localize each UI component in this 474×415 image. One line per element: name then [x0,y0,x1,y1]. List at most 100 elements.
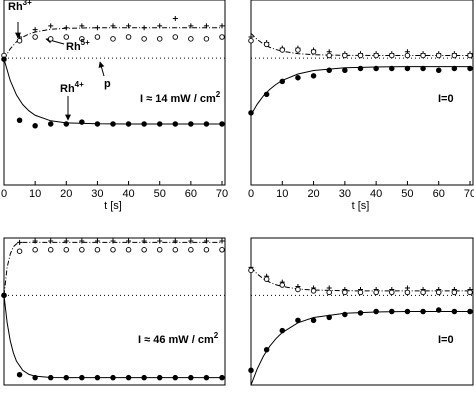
annotation-text: p [104,78,111,90]
open-circle-marker [357,289,364,296]
filled-circle-marker [279,327,286,334]
open-circle-marker [263,276,270,282]
plus-marker [63,238,69,244]
filled-circle-marker [47,121,54,127]
open-circle-marker [203,247,210,253]
filled-circle-marker [94,121,101,127]
plus-marker [157,238,163,244]
annotation-text: Rh [66,41,81,53]
annotation: I ≈ 46 mW / cm2 [138,331,219,346]
plus-marker [126,238,132,244]
x-tick-label: 20 [307,188,319,200]
annotation-superscript: 4+ [75,80,84,89]
open-circle-marker [203,36,210,42]
fit-curve [3,27,222,60]
annotation: Rh4+ [60,80,84,95]
open-circle-marker [248,267,254,274]
annotation: I=0 [438,93,454,105]
x-tick-label: 30 [339,188,351,200]
panel: I ≈ 46 mW / cm2 [1,237,226,386]
annotation-text: Rh [60,83,75,95]
filled-circle-marker [467,308,473,315]
annotation-text: I ≈ 14 mW / cm [140,93,216,105]
filled-circle-marker [141,374,147,381]
plus-marker [17,239,23,245]
x-tick-label: 20 [60,188,72,200]
plus-marker [141,25,147,31]
open-circle-marker [47,247,54,253]
filled-circle-marker [156,121,163,127]
filled-circle-marker [156,374,163,381]
plus-marker [63,25,69,31]
open-circle-marker [32,34,38,40]
filled-circle-marker [32,123,38,129]
filled-circle-marker [203,121,210,127]
open-circle-marker [79,36,85,42]
plus-marker [110,23,116,29]
filled-circle-marker [110,374,116,381]
filled-circle-marker [373,65,379,72]
filled-circle-marker [263,346,270,353]
annotation: p [104,78,111,90]
open-circle-marker [295,286,301,293]
open-circle-marker [188,36,194,42]
plus-marker [141,238,147,244]
plot-frame [250,0,474,186]
filled-circle-marker [219,374,225,381]
open-circle-marker [47,36,54,42]
filled-circle-marker [420,308,426,315]
filled-circle-marker [357,65,364,72]
filled-circle-marker [467,65,473,72]
open-circle-marker [16,248,23,254]
fit-curve [250,66,470,115]
x-tick-label: 0 [248,188,254,200]
filled-circle-marker [16,371,23,378]
open-circle-marker [467,289,473,296]
open-circle-marker [94,34,101,40]
plus-marker [48,238,54,244]
plus-marker [126,23,132,29]
filled-circle-marker [32,374,38,381]
filled-circle-marker [248,110,254,116]
plot-frame [3,0,226,186]
annotation-text: I=0 [438,334,454,346]
annotation-arrows [15,22,105,121]
open-circle-marker [326,52,332,59]
open-circle-marker [389,289,395,296]
open-circle-marker [16,37,23,44]
open-circle-marker [404,52,411,59]
plus-marker [172,238,178,244]
filled-circle-marker [188,121,194,127]
filled-circle-marker [125,374,132,381]
x-tick-label: 60 [185,188,197,200]
fit-curve [3,59,222,125]
open-circle-marker [451,289,458,296]
plus-marker [48,23,54,29]
filled-circle-marker [16,117,23,123]
plus-marker [219,23,225,29]
filled-circle-marker [326,314,332,321]
filled-circle-marker [248,367,254,374]
open-circle-marker [357,52,364,59]
open-circle-marker [435,52,442,59]
annotation-superscript: 5+ [81,38,90,47]
open-circle-marker [141,36,147,42]
plus-marker [79,238,85,244]
filled-circle-marker [451,65,458,72]
open-circle-marker [32,247,38,253]
plus-marker [172,16,178,21]
x-tick-label: 0 [1,188,7,200]
annotation: Rh3+ [8,0,32,13]
filled-circle-marker [172,121,179,127]
filled-circle-marker [295,317,301,324]
x-tick-label: 70 [464,188,474,200]
filled-circle-marker [435,307,442,313]
open-circle-marker [188,247,194,253]
plus-marker [188,23,194,29]
x-tick-label: 10 [29,188,41,200]
filled-circle-marker [326,67,332,74]
annotation: Rh5+ [66,38,90,53]
filled-circle-marker [279,78,286,85]
x-tick-label: 50 [154,188,166,200]
